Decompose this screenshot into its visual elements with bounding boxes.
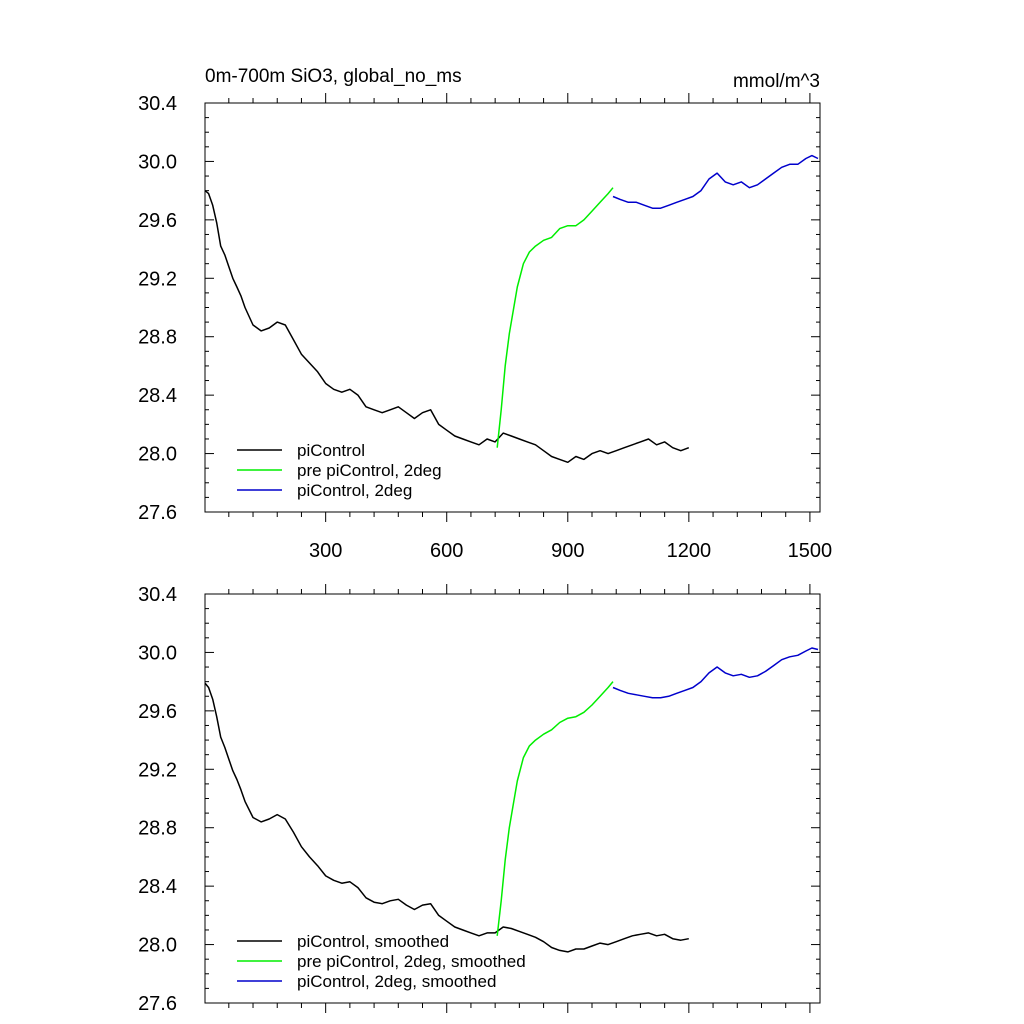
y-tick-label: 28.0 [138, 935, 177, 957]
y-tick-label: 29.6 [138, 210, 177, 232]
y-tick-label: 29.2 [138, 268, 177, 290]
y-tick-label: 28.4 [138, 876, 177, 898]
y-tick-label: 28.8 [138, 327, 177, 349]
series-line-picontrol-2deg-smoothed [612, 647, 819, 699]
y-tick-label: 30.0 [138, 642, 177, 664]
y-tick-label: 30.4 [138, 584, 177, 606]
x-tick-label: 300 [309, 540, 342, 562]
legend-label: piControl, 2deg, smoothed [297, 972, 496, 991]
legend-label: pre piControl, 2deg, smoothed [297, 952, 526, 971]
y-tick-label: 27.6 [138, 993, 177, 1015]
y-tick-label: 28.8 [138, 818, 177, 840]
x-tick-label: 900 [551, 540, 584, 562]
series-line-picontrol-smoothed [204, 682, 689, 953]
legend-label: piControl, smoothed [297, 932, 449, 951]
y-tick-label: 30.4 [138, 93, 177, 115]
x-tick-label: 1200 [667, 540, 712, 562]
legend-label: piControl, 2deg [297, 481, 412, 500]
series-line-picontrol-2deg [612, 154, 819, 209]
units-label: mmol/m^3 [733, 71, 820, 92]
legend-label: piControl [297, 441, 365, 460]
series-line-pre-picontrol-2deg [496, 187, 614, 448]
chart-panel-2: 27.6 28.0 28.4 28.8 29.2 29.6 30.0 30.4 piContro… [138, 584, 821, 1015]
series-line-picontrol [204, 190, 690, 464]
chart-title: 0m-700m SiO3, global_no_ms [205, 66, 462, 87]
y-tick-label: 29.2 [138, 759, 177, 781]
y-tick-label: 28.4 [138, 385, 177, 407]
y-tick-label: 27.6 [138, 502, 177, 524]
x-tick-label: 1500 [788, 540, 833, 562]
chart-panel-1: 27.6 28.0 28.4 28.8 29.2 29.6 30.0 30.4 300 600 90… [138, 93, 832, 562]
y-tick-label: 29.6 [138, 701, 177, 723]
series-line-pre-picontrol-2deg-smoothed [496, 681, 614, 936]
x-tick-label: 600 [430, 540, 463, 562]
y-tick-label: 30.0 [138, 151, 177, 173]
legend-label: pre piControl, 2deg [297, 461, 442, 480]
y-tick-label: 28.0 [138, 444, 177, 466]
